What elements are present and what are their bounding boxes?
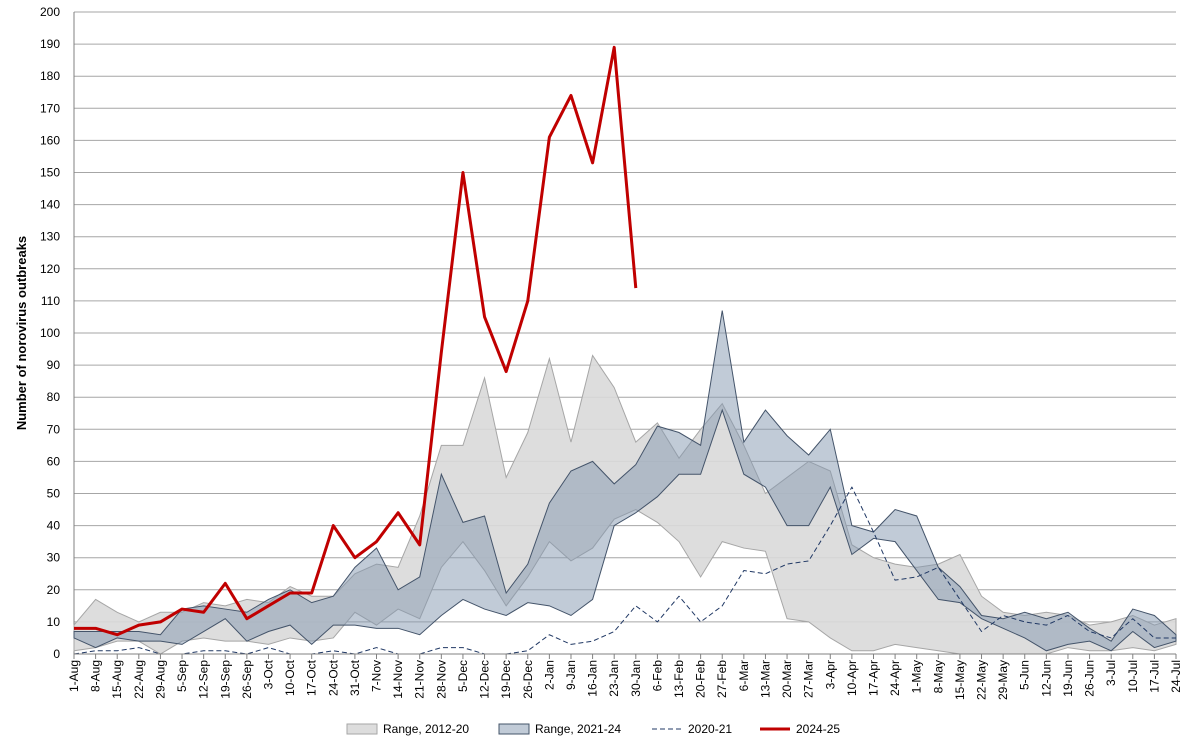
legend-label: Range, 2021-24 — [535, 722, 621, 736]
y-tick-label: 60 — [47, 454, 61, 468]
x-tick-label: 17-Oct — [305, 659, 319, 696]
y-tick-label: 90 — [47, 358, 61, 372]
y-tick-label: 0 — [53, 647, 60, 661]
x-tick-label: 3-Jul — [1104, 660, 1118, 686]
x-tick-label: 6-Mar — [737, 660, 751, 691]
x-tick-label: 20-Feb — [694, 660, 708, 698]
y-axis-label: Number of norovirus outbreaks — [14, 236, 29, 430]
y-tick-label: 200 — [40, 5, 60, 19]
x-tick-label: 6-Feb — [650, 660, 664, 692]
x-tick-label: 26-Jun — [1083, 660, 1097, 697]
x-tick-label: 15-May — [953, 660, 967, 700]
x-tick-label: 29-Aug — [153, 660, 167, 699]
x-tick-label: 24-Oct — [326, 659, 340, 696]
line-series — [74, 45, 638, 637]
x-tick-label: 9-Jan — [564, 660, 578, 690]
x-tick-label: 1-Aug — [67, 660, 81, 692]
legend-label: Range, 2012-20 — [383, 722, 469, 736]
y-tick-label: 20 — [47, 583, 61, 597]
range-area — [73, 310, 1177, 652]
x-tick-label: 22-May — [975, 660, 989, 700]
x-tick-label: 15-Aug — [110, 660, 124, 699]
y-tick-label: 10 — [47, 615, 61, 629]
x-tick-label: 26-Sep — [240, 660, 254, 699]
x-tick-label: 19-Jun — [1061, 660, 1075, 697]
x-tick-label: 23-Jan — [607, 660, 621, 697]
x-tick-label: 10-Apr — [845, 660, 859, 696]
x-tick-label: 10-Jul — [1126, 660, 1140, 693]
x-tick-label: 1-May — [910, 660, 924, 693]
y-tick-label: 70 — [47, 422, 61, 436]
x-tick-label: 27-Mar — [802, 660, 816, 698]
x-tick-label: 22-Aug — [132, 660, 146, 699]
x-tick-label: 29-May — [996, 660, 1010, 700]
x-tick-label: 12-Jun — [1039, 660, 1053, 697]
x-tick-label: 24-Jul — [1169, 660, 1183, 693]
x-tick-label: 7-Nov — [370, 660, 384, 692]
x-tick-label: 19-Dec — [499, 660, 513, 699]
y-tick-label: 30 — [47, 551, 61, 565]
x-tick-label: 19-Sep — [218, 660, 232, 699]
x-tick-label: 14-Nov — [391, 660, 405, 699]
y-tick-label: 50 — [47, 487, 61, 501]
x-tick-label: 16-Jan — [586, 660, 600, 697]
y-tick-label: 80 — [47, 390, 61, 404]
y-tick-label: 130 — [40, 230, 60, 244]
x-tick-label: 17-Jul — [1147, 660, 1161, 693]
legend-label: 2024-25 — [796, 722, 840, 736]
y-tick-label: 40 — [47, 519, 61, 533]
x-tick-label: 27-Feb — [715, 660, 729, 698]
y-tick-label: 160 — [40, 133, 60, 147]
x-tick-label: 3-Apr — [823, 660, 837, 689]
x-tick-label: 12-Dec — [478, 660, 492, 699]
x-tick-label: 5-Sep — [175, 660, 189, 692]
x-tick-label: 12-Sep — [197, 660, 211, 699]
y-tick-label: 180 — [40, 69, 60, 83]
y-tick-label: 140 — [40, 198, 60, 212]
x-tick-label: 13-Feb — [672, 660, 686, 698]
x-tick-label: 8-May — [931, 660, 945, 693]
x-tick-label: 17-Apr — [866, 660, 880, 696]
x-tick-label: 24-Apr — [888, 660, 902, 696]
x-tick-label: 28-Nov — [434, 660, 448, 699]
x-tick-label: 2-Jan — [542, 660, 556, 690]
x-tick-label: 30-Jan — [629, 660, 643, 697]
y-tick-label: 170 — [40, 101, 60, 115]
x-tick-label: 31-Oct — [348, 659, 362, 696]
x-tick-label: 3-Oct — [261, 659, 275, 689]
legend-label: 2020-21 — [688, 722, 732, 736]
x-tick-label: 5-Dec — [456, 660, 470, 692]
legend-swatch — [346, 723, 378, 735]
legend-swatch — [498, 723, 530, 735]
x-tick-label: 13-Mar — [758, 660, 772, 698]
x-tick-label: 26-Dec — [521, 660, 535, 699]
y-tick-label: 190 — [40, 37, 60, 51]
x-tick-label: 5-Jun — [1018, 660, 1032, 690]
x-tick-label: 20-Mar — [780, 660, 794, 698]
y-tick-label: 120 — [40, 262, 60, 276]
x-tick-label: 21-Nov — [413, 660, 427, 699]
x-tick-label: 8-Aug — [89, 660, 103, 692]
y-tick-label: 100 — [40, 326, 60, 340]
x-tick-label: 10-Oct — [283, 659, 297, 696]
y-tick-label: 110 — [41, 294, 60, 308]
line-series — [73, 486, 1176, 655]
y-tick-label: 150 — [40, 166, 60, 180]
